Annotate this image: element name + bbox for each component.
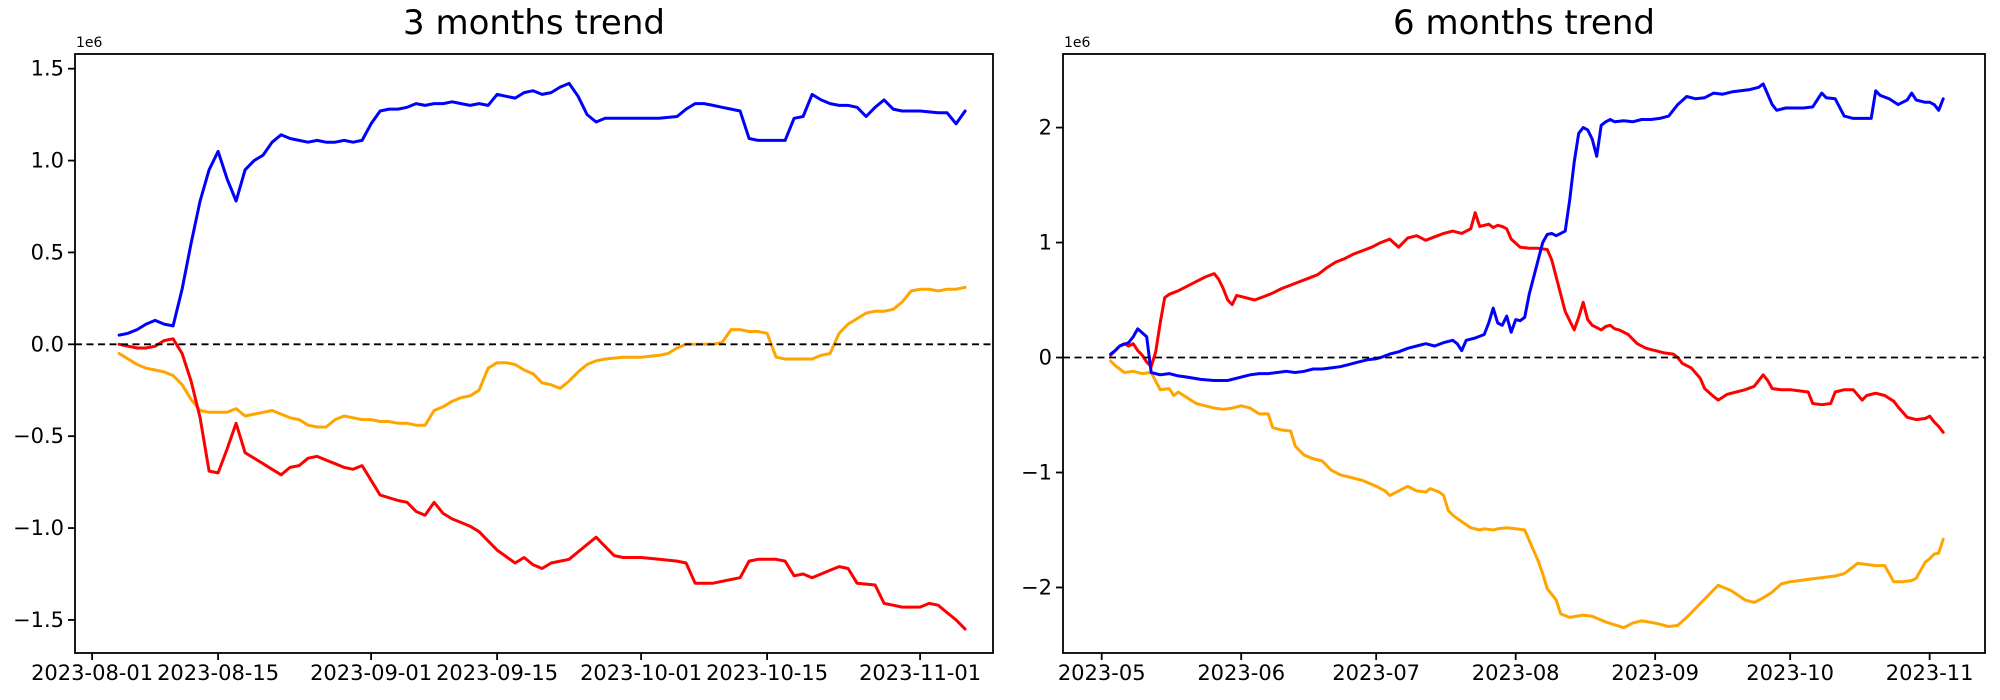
y-tick-label: 0.5 bbox=[31, 240, 64, 264]
series-line-blue bbox=[1109, 82, 1945, 382]
chart-title-6-months: 6 months trend bbox=[1393, 3, 1655, 43]
x-tick-label: 2023-09 bbox=[1611, 661, 1699, 685]
x-tick-label: 2023-11-01 bbox=[859, 661, 981, 685]
y-tick-label: 0 bbox=[1039, 346, 1052, 370]
y-tick-label: −2 bbox=[1021, 575, 1052, 599]
y-tick-label: −1.5 bbox=[13, 608, 64, 632]
series-line-orange bbox=[117, 285, 967, 429]
series-line-red bbox=[117, 337, 967, 631]
chart-title-3-months: 3 months trend bbox=[403, 3, 665, 43]
x-tick-label: 2023-09-01 bbox=[310, 661, 432, 685]
series-line-blue bbox=[117, 81, 967, 337]
y-tick-label: 0.0 bbox=[31, 332, 64, 356]
y-tick-label: 1.0 bbox=[31, 149, 64, 173]
x-tick-label: 2023-08 bbox=[1472, 661, 1560, 685]
x-tick-label: 2023-09-15 bbox=[436, 661, 558, 685]
x-tick-label: 2023-06 bbox=[1197, 661, 1285, 685]
x-tick-label: 2023-07 bbox=[1332, 661, 1420, 685]
y-axis-offset-label-1e6: 1e6 bbox=[1064, 35, 1091, 51]
x-tick-label: 2023-10-15 bbox=[706, 661, 828, 685]
x-tick-label: 2023-10 bbox=[1746, 661, 1834, 685]
x-tick-label: 2023-10-01 bbox=[580, 661, 702, 685]
y-tick-label: −1.0 bbox=[13, 516, 64, 540]
x-tick-label: 2023-08-01 bbox=[31, 661, 153, 685]
y-axis-offset-label-1e6: 1e6 bbox=[76, 35, 103, 51]
y-tick-label: −1 bbox=[1021, 460, 1052, 484]
series-line-orange bbox=[1109, 359, 1945, 630]
x-tick-label: 2023-05 bbox=[1058, 661, 1146, 685]
y-tick-label: 2 bbox=[1039, 116, 1052, 140]
y-tick-label: −0.5 bbox=[13, 424, 64, 448]
x-tick-label: 2023-08-15 bbox=[157, 661, 279, 685]
plot-spines bbox=[74, 53, 994, 654]
y-tick-label: 1 bbox=[1039, 231, 1052, 255]
plot-spines bbox=[1062, 53, 1986, 654]
y-tick-label: 1.5 bbox=[31, 57, 64, 81]
x-tick-label: 2023-11 bbox=[1886, 661, 1974, 685]
series-line-red bbox=[1109, 211, 1945, 434]
